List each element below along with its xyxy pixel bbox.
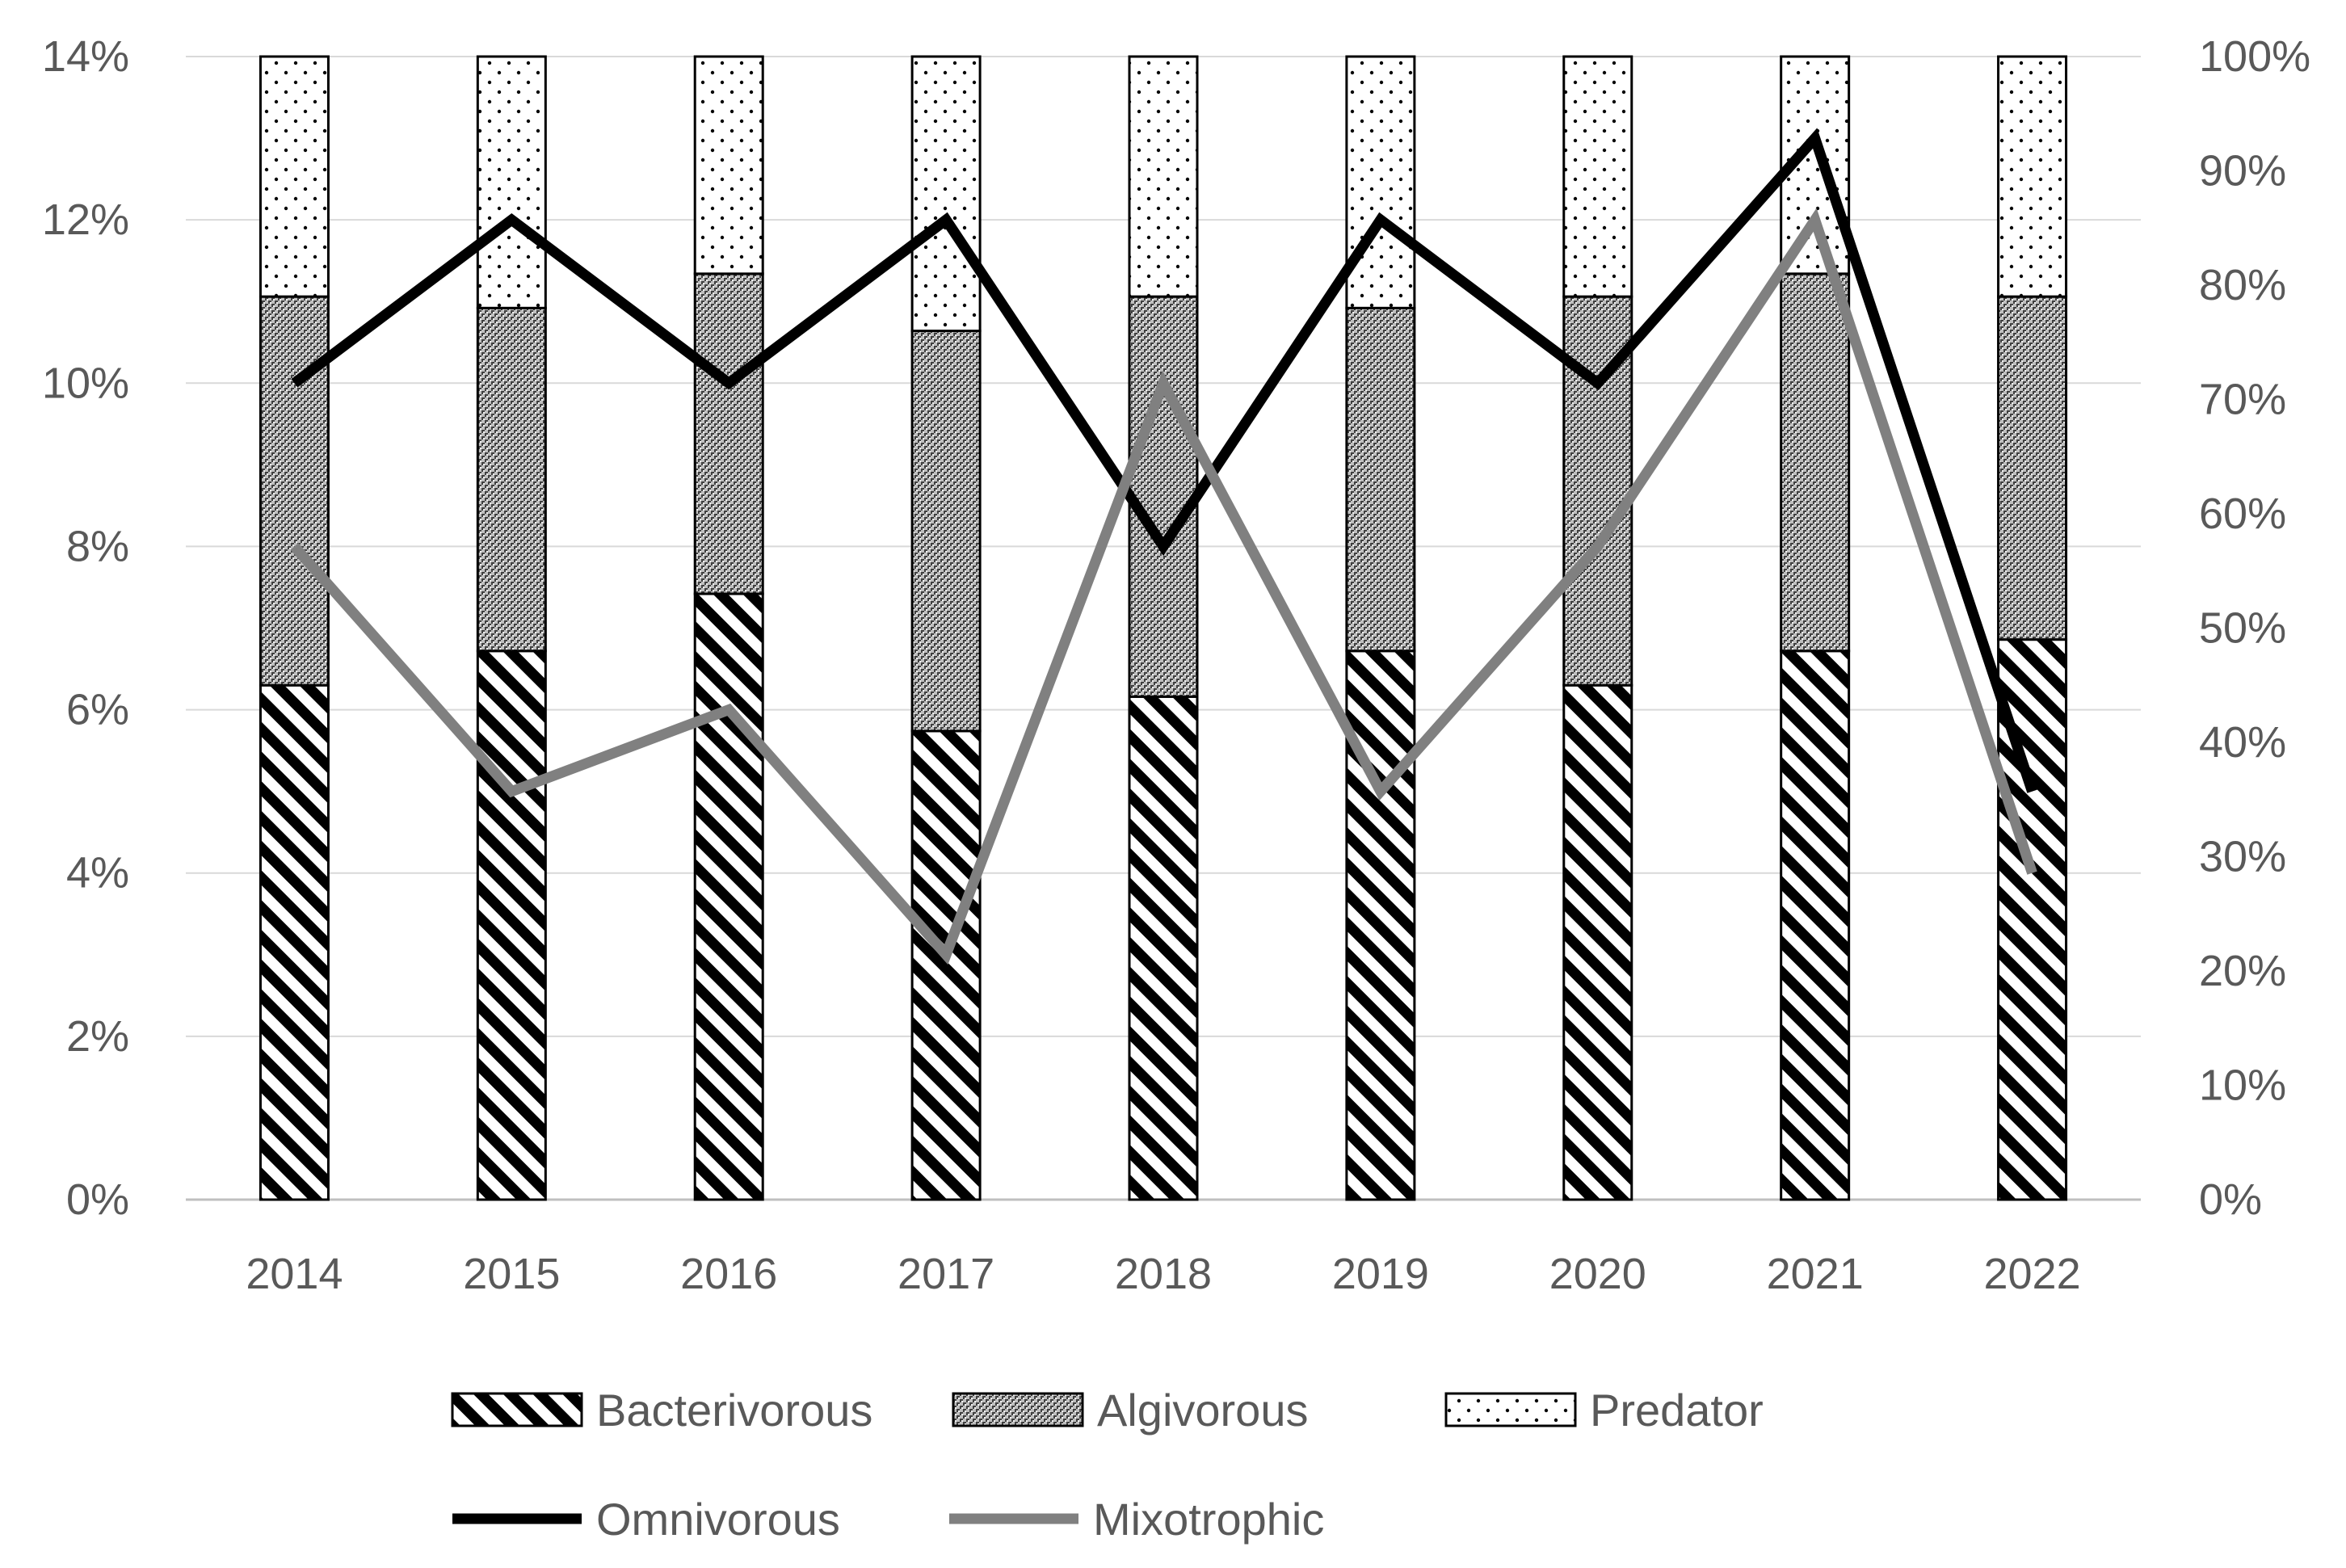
y-left-tick-label: 0% (66, 1175, 129, 1224)
bar-bacterivorous (693, 592, 764, 1201)
bar-bacterivorous (1128, 695, 1199, 1201)
y-right-tick-label: 70% (2199, 376, 2286, 424)
bar-algivorous (693, 272, 764, 595)
y-right-tick-label: 100% (2199, 32, 2310, 81)
bar-predator (1345, 55, 1416, 309)
point-mixotrophic (1597, 545, 1599, 547)
x-tick-label: 2015 (463, 1250, 560, 1298)
x-tick-label: 2020 (1549, 1250, 1646, 1298)
bar-algivorous (1780, 272, 1851, 653)
axes: 0% 2% 4% 6% 8% 10% 12% 14% 0% 10% 20% 30% 40% 50% 60% 7… (42, 32, 2310, 1298)
bar-bacterivorous (1562, 683, 1633, 1201)
point-omnivorous (1380, 219, 1381, 221)
bar-bacterivorous (476, 649, 547, 1201)
lines (290, 128, 2037, 965)
point-omnivorous (293, 382, 295, 384)
bar-predator (1562, 55, 1633, 298)
bar-algivorous (476, 306, 547, 653)
y-left-tick-label: 2% (66, 1012, 129, 1061)
bar-algivorous (259, 295, 330, 687)
y-right-tick-label: 60% (2199, 490, 2286, 538)
x-tick-label: 2018 (1115, 1250, 1212, 1298)
y-left-tick-label: 8% (66, 522, 129, 570)
y-right-tick-label: 20% (2199, 947, 2286, 995)
bar-predator (693, 55, 764, 275)
y-right-tick-label: 0% (2199, 1175, 2262, 1224)
line-mixotrophic (290, 208, 2037, 965)
legend-label-omnivorous: Omnivorous (596, 1494, 840, 1545)
point-omnivorous (2032, 791, 2033, 792)
legend-label-predator: Predator (1590, 1385, 1764, 1436)
y-left-tick-label: 12% (42, 195, 129, 244)
bars (259, 55, 2068, 1201)
point-mixotrophic (945, 954, 947, 956)
bar-predator (1997, 55, 2068, 298)
bar-bacterivorous (910, 729, 982, 1201)
y-right-tick-label: 30% (2199, 833, 2286, 881)
x-tick-label: 2021 (1767, 1250, 1864, 1298)
point-omnivorous (728, 382, 729, 384)
y-right-tick-label: 90% (2199, 147, 2286, 195)
legend: Bacterivorous Algivorous Predator Omnivorou… (451, 1385, 1764, 1545)
y-left-tick-label: 6% (66, 686, 129, 734)
y-left-tick-label: 14% (42, 32, 129, 81)
bar-predator (476, 55, 547, 309)
legend-label-mixotrophic: Mixotrophic (1093, 1494, 1324, 1545)
point-mixotrophic (293, 545, 295, 547)
point-mixotrophic (511, 791, 512, 792)
bar-algivorous (1345, 306, 1416, 653)
bar-bacterivorous (1345, 649, 1416, 1201)
legend-swatch-algivorous (952, 1392, 1084, 1427)
legend-label-bacterivorous: Bacterivorous (596, 1385, 872, 1436)
legend-swatch-predator (1444, 1392, 1577, 1427)
x-tick-label: 2014 (246, 1250, 343, 1298)
bar-algivorous (910, 330, 982, 733)
point-omnivorous (511, 219, 512, 221)
point-omnivorous (1814, 137, 1816, 139)
y-right-tick-label: 80% (2199, 261, 2286, 309)
x-tick-label: 2022 (1983, 1250, 2080, 1298)
point-mixotrophic (1380, 791, 1381, 792)
bar-bacterivorous (1780, 649, 1851, 1201)
legend-swatch-bacterivorous (451, 1392, 583, 1427)
y-left-tick-label: 4% (66, 849, 129, 898)
y-right-tick-label: 50% (2199, 604, 2286, 653)
y-right-tick-label: 40% (2199, 718, 2286, 767)
point-mixotrophic (728, 709, 729, 711)
bar-bacterivorous (259, 683, 330, 1201)
point-mixotrophic (2032, 872, 2033, 874)
x-tick-label: 2017 (898, 1250, 994, 1298)
point-mixotrophic (1162, 382, 1164, 384)
point-omnivorous (1162, 545, 1164, 547)
bar-algivorous (1128, 295, 1199, 698)
y-right-tick-label: 10% (2199, 1061, 2286, 1110)
x-tick-label: 2016 (680, 1250, 777, 1298)
bar-algivorous (1997, 295, 2068, 641)
point-mixotrophic (1814, 219, 1816, 221)
bar-predator (1128, 55, 1199, 298)
point-omnivorous (945, 219, 947, 221)
bar-predator (910, 55, 982, 333)
bar-predator (259, 55, 330, 298)
point-omnivorous (1597, 382, 1599, 384)
legend-label-algivorous: Algivorous (1097, 1385, 1308, 1436)
y-left-tick-label: 10% (42, 359, 129, 407)
line-omnivorous (291, 128, 2037, 793)
x-tick-label: 2019 (1332, 1250, 1429, 1298)
